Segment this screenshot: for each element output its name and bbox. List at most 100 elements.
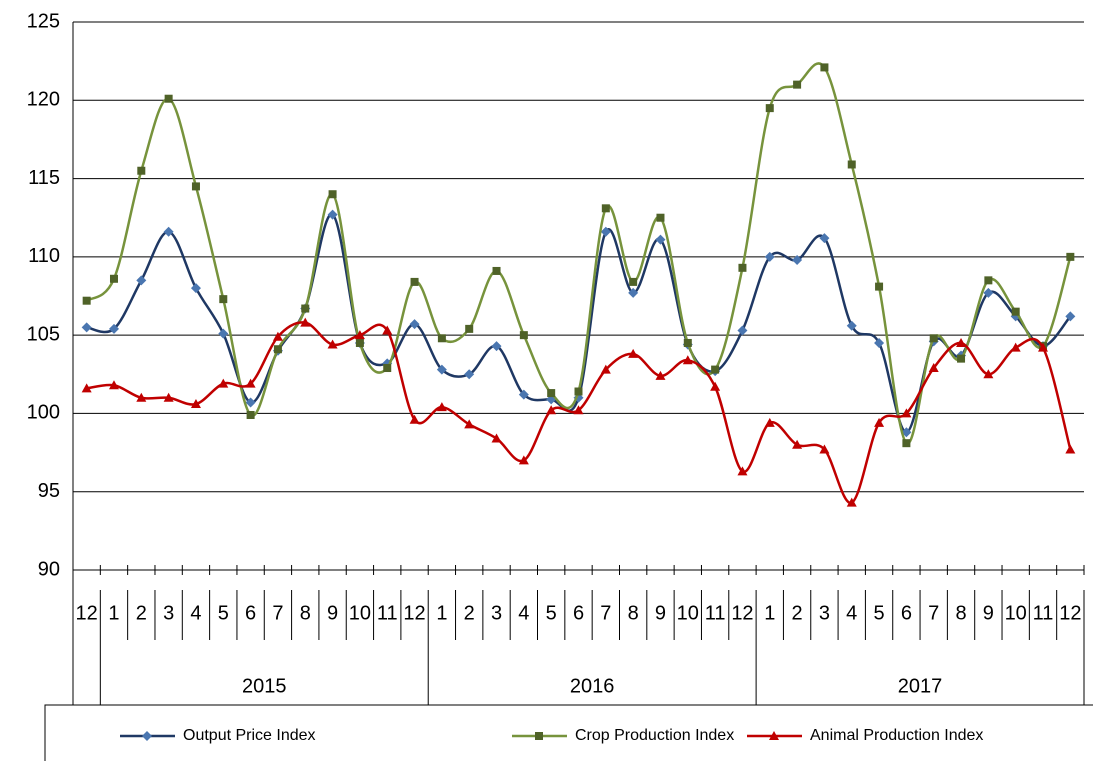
y-tick-label: 90 — [38, 558, 60, 580]
x-tick-label: 8 — [628, 602, 639, 624]
x-tick-label: 5 — [218, 602, 229, 624]
point — [519, 331, 528, 340]
year-label: 2015 — [242, 675, 287, 697]
point — [109, 274, 118, 283]
point — [464, 419, 475, 429]
x-tick-label: 11 — [1033, 602, 1054, 624]
x-tick-label: 1 — [108, 602, 119, 624]
point — [875, 282, 884, 291]
point — [573, 405, 584, 415]
point — [764, 417, 775, 427]
point — [465, 324, 474, 333]
point — [1010, 342, 1021, 352]
point — [136, 275, 147, 286]
point — [437, 334, 446, 343]
point — [983, 369, 994, 379]
x-tick-label: 5 — [546, 602, 557, 624]
point — [574, 387, 583, 396]
point — [847, 160, 856, 169]
point — [327, 209, 338, 220]
point — [601, 204, 610, 213]
y-tick-label: 120 — [27, 89, 60, 111]
x-tick-label: 8 — [300, 602, 311, 624]
point — [1065, 311, 1076, 322]
x-tick-label: 6 — [573, 602, 584, 624]
point — [245, 378, 256, 388]
point — [819, 233, 830, 244]
point — [546, 405, 557, 415]
point — [1011, 307, 1020, 316]
point — [629, 277, 638, 286]
year-label: 2016 — [570, 675, 615, 697]
point — [81, 383, 92, 393]
point — [901, 408, 912, 418]
x-tick-label: 7 — [272, 602, 283, 624]
point — [957, 354, 966, 363]
point — [328, 190, 337, 199]
point — [246, 410, 255, 419]
point — [846, 320, 857, 331]
legend-marker — [769, 731, 779, 740]
point — [436, 364, 447, 375]
point — [436, 402, 447, 412]
y-tick-label: 100 — [27, 402, 60, 424]
point — [765, 104, 774, 113]
x-tick-label: 9 — [327, 602, 338, 624]
point — [682, 355, 693, 365]
point — [655, 234, 666, 245]
point — [245, 397, 256, 408]
point — [902, 439, 911, 448]
point — [793, 80, 802, 89]
point — [354, 330, 365, 340]
point — [518, 455, 529, 465]
point — [711, 365, 720, 374]
point — [491, 341, 502, 352]
x-tick-label: 2 — [464, 602, 475, 624]
point — [273, 345, 282, 354]
point — [81, 322, 92, 333]
point — [191, 182, 200, 191]
point — [820, 63, 829, 72]
point — [82, 296, 91, 305]
point — [218, 378, 229, 388]
x-tick-label: 4 — [518, 602, 529, 624]
point — [219, 295, 228, 304]
point — [108, 380, 119, 390]
x-tick-label: 5 — [874, 602, 885, 624]
point — [738, 263, 747, 272]
point — [656, 213, 665, 222]
x-tick-label: 2 — [792, 602, 803, 624]
x-tick-label: 4 — [190, 602, 201, 624]
point — [355, 338, 364, 347]
point — [327, 339, 338, 349]
point — [819, 444, 830, 454]
legend-marker — [142, 731, 152, 741]
x-tick-label: 6 — [245, 602, 256, 624]
point — [518, 389, 529, 400]
point — [983, 287, 994, 298]
point — [928, 363, 939, 373]
x-tick-label: 4 — [846, 602, 857, 624]
point — [190, 283, 201, 294]
point — [108, 323, 119, 334]
point — [547, 389, 556, 398]
point — [683, 338, 692, 347]
legend-label: Output Price Index — [183, 727, 316, 744]
x-tick-label: 12 — [731, 602, 753, 624]
x-tick-label: 10 — [677, 602, 699, 624]
point — [874, 417, 885, 427]
x-tick-label: 3 — [163, 602, 174, 624]
point — [1066, 252, 1075, 261]
y-tick-label: 125 — [27, 10, 60, 32]
point — [382, 325, 393, 335]
x-tick-label: 7 — [600, 602, 611, 624]
x-tick-label: 1 — [764, 602, 775, 624]
point — [164, 94, 173, 103]
point — [874, 337, 885, 348]
point — [710, 381, 721, 391]
point — [163, 392, 174, 402]
point — [137, 166, 146, 175]
y-tick-label: 110 — [28, 245, 60, 267]
point — [300, 317, 311, 327]
